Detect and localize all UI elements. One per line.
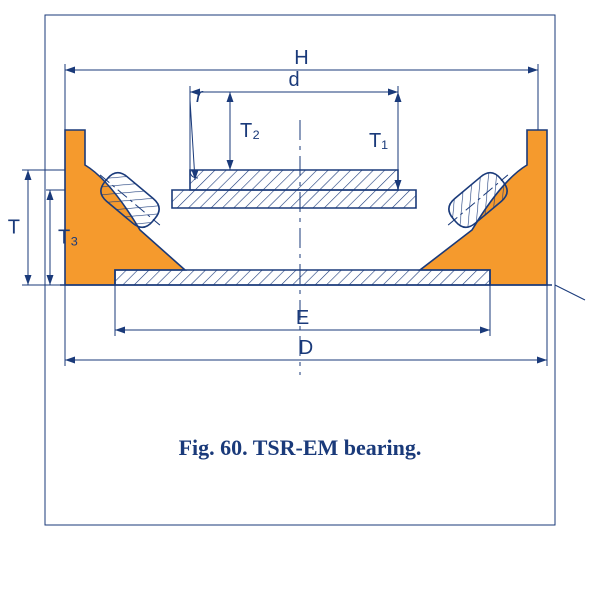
svg-text:D: D [299,337,313,359]
figure-caption: Fig. 60. TSR-EM bearing. [179,435,422,460]
svg-text:H: H [294,47,308,69]
svg-text:d: d [288,69,299,91]
svg-text:T: T [8,217,20,239]
housing-washer [172,190,416,208]
svg-text:T₃: T₃ [58,227,78,249]
shaft-washer [190,170,398,190]
svg-text:T₁: T₁ [369,130,388,152]
svg-text:E: E [296,307,309,329]
svg-text:r: r [196,85,204,107]
svg-text:T₂: T₂ [240,120,260,142]
seat-ring [115,270,490,285]
bearing-section: Hd ED T T₃ T₁ T₂ r [8,47,552,375]
